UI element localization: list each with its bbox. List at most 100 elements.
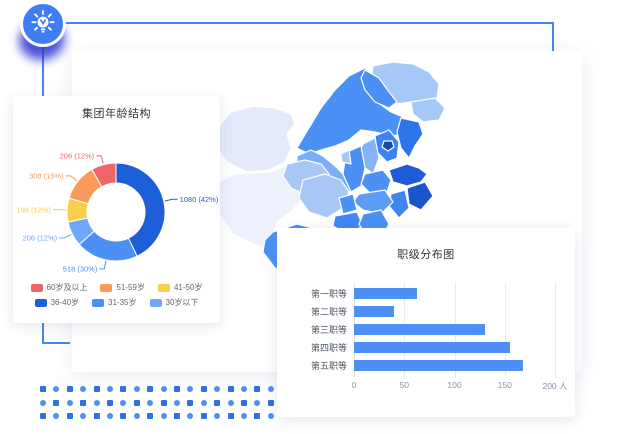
decor-dot-square — [254, 413, 261, 419]
legend-row: 36-40岁 31-35岁 30岁以下 — [13, 297, 220, 308]
map-region-jilin — [410, 97, 446, 123]
map-region-hubei — [352, 189, 394, 215]
bar-category-label-第二职等: 第二职等 — [310, 307, 347, 317]
legend-swatch — [100, 283, 113, 292]
decor-dot-circle — [241, 386, 247, 392]
idea-badge — [14, 0, 78, 70]
bar-category-label-第四职等: 第四职等 — [310, 343, 347, 353]
decor-dot-circle — [133, 386, 140, 392]
legend-item-31-35岁: 31-35岁 — [92, 297, 137, 308]
decor-dot-square — [160, 399, 167, 406]
decor-dot-square — [227, 386, 234, 392]
legend-label: 41-50岁 — [173, 283, 203, 292]
decor-dot-circle — [241, 413, 247, 419]
decor-dot-circle — [174, 399, 180, 406]
decor-dot-circle — [93, 399, 100, 406]
x-tick-label-200: 200 人 — [542, 381, 568, 391]
legend-label: 36-40岁 — [50, 298, 80, 307]
connector-line-horizontal — [55, 22, 554, 24]
decor-dot-square — [40, 413, 46, 419]
decor-dot-square — [187, 399, 194, 406]
decor-dot-square — [147, 413, 154, 419]
bar-category-label-第一职等: 第一职等 — [310, 289, 347, 299]
decor-dot-circle — [80, 413, 87, 419]
donut-label-30岁以下: 206 (12%) — [23, 234, 58, 243]
decor-dot-square — [53, 399, 60, 406]
legend-swatch — [30, 283, 43, 292]
map-region-shandong — [388, 163, 428, 187]
decor-dot-square — [241, 399, 247, 406]
decor-dot-circle — [40, 399, 46, 406]
decor-dot-circle — [80, 386, 87, 392]
map-region-xinjiang — [214, 105, 296, 173]
map-region-henan — [360, 169, 392, 195]
decor-dot-square — [200, 413, 207, 419]
bar-第二职等 — [354, 305, 395, 317]
legend-item-41-50岁: 41-50岁 — [157, 282, 203, 293]
decor-dot-square — [107, 399, 113, 406]
legend-label: 60岁及以上 — [46, 283, 88, 292]
age-chart-legend: 60岁及以上 51-59岁 41-50岁 36-40岁 31-35岁 30岁以下 — [13, 282, 220, 312]
rank-chart-title: 职级分布图 — [397, 249, 455, 261]
donut-label-line — [99, 260, 107, 270]
decor-dot-circle — [107, 386, 113, 392]
decor-dot-square — [147, 386, 154, 392]
bar-第五职等 — [354, 359, 523, 371]
map-region-tibet — [213, 165, 308, 249]
map-region-ningxia — [340, 149, 352, 165]
map-region-beijing — [381, 140, 395, 152]
decor-dot-circle — [200, 399, 207, 406]
decor-dot-grid — [40, 386, 280, 426]
donut-label-line — [96, 155, 104, 164]
x-tick-label-150: 150 — [497, 380, 512, 390]
decor-dot-circle — [147, 399, 154, 406]
donut-label-31-35岁: 518 (30%) — [63, 264, 98, 273]
decor-dot-square — [227, 413, 234, 419]
decor-dot-circle — [120, 399, 127, 406]
decor-dot-square — [174, 413, 180, 419]
decor-dot-square — [80, 399, 87, 406]
rank-distribution-card: 职级分布图 0 50 100 150 200 人 第一职等 第二职等 第三职等 第四职等 第五职等 — [277, 228, 575, 417]
donut-label-41-50岁: 198 (12%) — [16, 205, 51, 214]
legend-item-60岁及以上: 60岁及以上 — [30, 282, 88, 293]
connector-line-icon-down — [42, 46, 44, 96]
bar-第四职等 — [354, 341, 510, 353]
x-tick-label-100: 100 — [447, 380, 462, 390]
legend-swatch — [34, 298, 47, 307]
decor-dot-circle — [107, 413, 113, 419]
legend-row: 60岁及以上 51-59岁 41-50岁 — [13, 282, 220, 293]
x-tick-label-0: 0 — [351, 380, 357, 390]
donut-label-60岁及以上: 206 (12%) — [60, 152, 95, 161]
decor-bracket-vertical — [42, 322, 44, 344]
decor-dot-square — [200, 386, 207, 392]
legend-item-36-40岁: 36-40岁 — [34, 297, 80, 308]
legend-swatch — [149, 298, 162, 307]
bar-category-label-第三职等: 第三职等 — [310, 325, 347, 335]
decor-dot-circle — [214, 413, 221, 419]
map-region-heilongjiang-west — [360, 69, 398, 109]
decor-dot-square — [120, 386, 127, 392]
bar-category-label-第五职等: 第五职等 — [310, 361, 347, 371]
decor-dot-circle — [267, 386, 274, 392]
donut-segment-36-40岁 — [115, 162, 166, 257]
decor-dot-square — [93, 386, 100, 392]
age-donut-chart: 1080 (42%) 518 (30%) 206 (12%) 198 (12%) 308… — [16, 152, 218, 274]
gridline-150 — [504, 283, 506, 378]
legend-label: 31-35岁 — [108, 298, 137, 307]
decor-dot-circle — [214, 386, 221, 392]
map-region-chongqing — [338, 193, 358, 215]
age-chart-title: 集团年龄结构 — [82, 108, 151, 120]
legend-item-30岁以下: 30岁以下 — [149, 297, 198, 308]
decor-dot-circle — [187, 413, 194, 419]
decor-dot-square — [66, 413, 73, 419]
legend-label: 51-59岁 — [116, 283, 145, 292]
age-structure-card: 集团年龄结构 1080 (42%) 518 (30%) 206 (12%) 198 (… — [13, 96, 220, 323]
connector-line-right-down — [552, 22, 554, 52]
decor-dot-square — [214, 399, 221, 406]
map-region-anhui — [388, 189, 410, 219]
decor-dot-circle — [267, 413, 274, 419]
decor-dot-circle — [53, 413, 60, 419]
legend-swatch — [157, 283, 170, 292]
decor-dot-square — [267, 399, 274, 406]
